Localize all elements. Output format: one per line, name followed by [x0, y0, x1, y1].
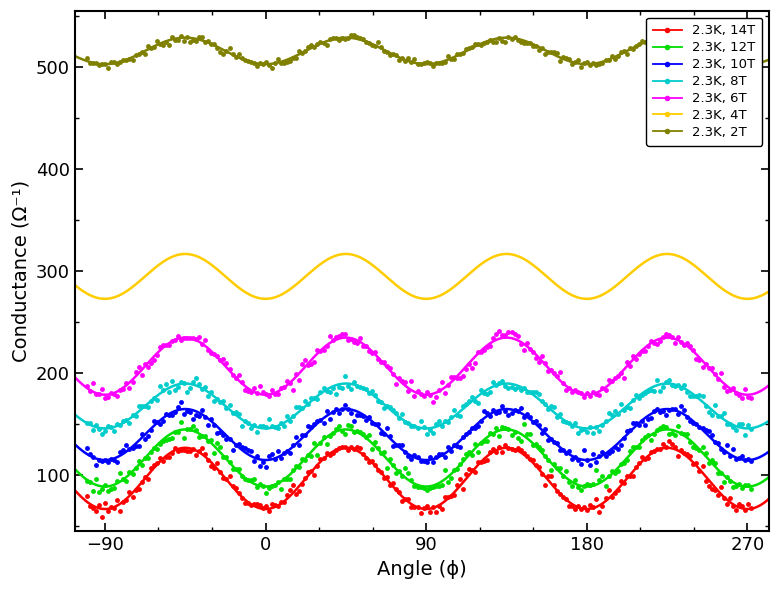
X-axis label: Angle (ϕ): Angle (ϕ) — [377, 560, 466, 579]
Legend: 2.3K, 14T, 2.3K, 12T, 2.3K, 10T, 2.3K, 8T, 2.3K, 6T, 2.3K, 4T, 2.3K, 2T: 2.3K, 14T, 2.3K, 12T, 2.3K, 10T, 2.3K, 8… — [647, 18, 762, 146]
Y-axis label: Conductance (Ω⁻¹): Conductance (Ω⁻¹) — [11, 180, 30, 362]
